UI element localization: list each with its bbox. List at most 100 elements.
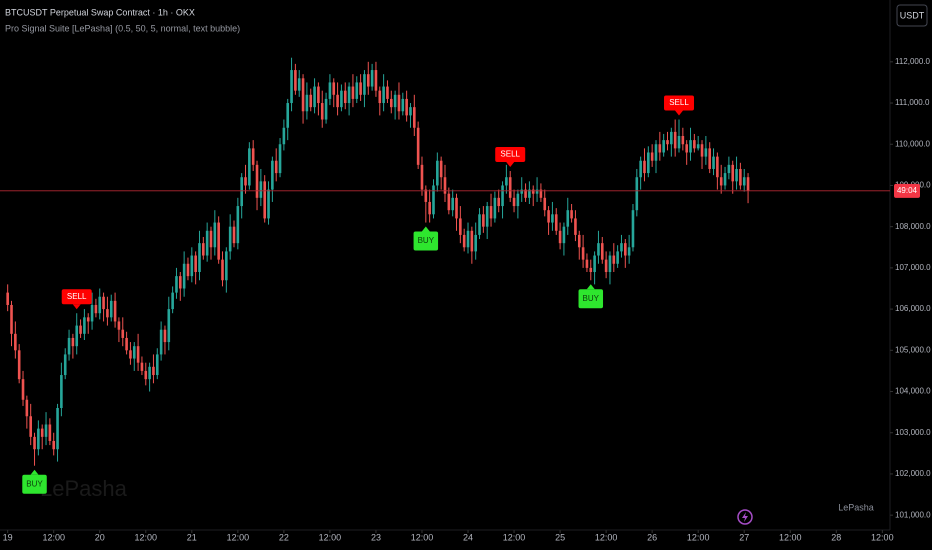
candle-body [712,156,715,169]
candle-body [190,255,194,277]
candle-body [75,325,79,347]
signal-box [495,147,526,163]
candle-body [60,375,63,409]
y-tick-label: 111,000.0 [895,98,930,107]
candle-body [635,177,639,211]
candle-body [320,103,324,120]
candle-body [512,197,516,207]
candle-body [658,144,662,153]
y-tick-label: 105,000.0 [895,345,931,354]
candle-body [489,206,493,219]
candle-body [562,226,566,244]
candle-body [739,168,742,186]
candle-body [351,86,355,99]
candle-body [129,350,132,359]
candle-body [305,94,309,112]
candle-body [616,251,619,264]
candle-body [186,263,190,277]
x-tick-label: 12:00 [595,532,618,542]
candle-body [673,131,677,149]
candle-body [79,325,82,334]
candle-body [551,214,554,223]
logo-icon [737,509,753,525]
candle-body [647,152,650,174]
candle-body [716,156,719,178]
candle-body [597,243,600,256]
chart-title: BTCUSDT Perpetual Swap Contract · 1h · O… [5,7,195,17]
candle-body [581,247,585,260]
candle-body [67,337,71,355]
candle-body [524,189,527,198]
y-tick-label: 102,000.0 [895,469,931,478]
candle-body [685,144,688,153]
candle-body [459,218,462,235]
candle-body [332,82,336,95]
candle-body [63,354,67,376]
currency-label[interactable]: USDT [900,10,925,20]
x-tick-label: 25 [555,532,565,542]
candle-body [33,436,36,450]
candle-body [735,168,738,182]
signal-box [22,474,47,494]
candle-body [531,189,535,194]
candle-body [620,243,623,252]
candle-body [328,82,332,99]
candle-body [29,416,32,437]
candle-body [102,296,105,310]
candle-body [708,148,712,169]
currency-button[interactable] [896,4,928,27]
candle-body [343,90,347,104]
candle-body [86,317,90,322]
x-tick-label: 12:00 [779,532,802,542]
candle-body [413,107,416,128]
signal-bubble: SELL [495,147,526,168]
candle-body [263,181,267,219]
candle-body [217,222,220,260]
signal-label: SELL [500,150,520,159]
x-tick-label: 21 [187,532,197,542]
signal-box [578,289,604,309]
signal-label: SELL [669,98,689,107]
candle-body [689,140,692,153]
candle-body [271,160,274,190]
candle-body [643,160,646,174]
x-tick-label: 22 [279,532,289,542]
candle-body [106,309,109,318]
candle-body [574,218,577,235]
candle-body [505,177,508,186]
candle-body [155,354,159,376]
candle-body [347,86,351,104]
x-tick-label: 12:00 [319,532,342,542]
candle-body [71,337,75,347]
candle-body [336,94,339,108]
candle-body [370,70,374,87]
candle-body [363,74,366,95]
candle-body [447,193,451,211]
signal-pointer [586,284,595,290]
signal-bubble: SELL [664,95,695,116]
candle-body [163,329,167,343]
signal-bubble: BUY [413,226,439,251]
candle-body [593,255,596,273]
signal-bubble: BUY [22,469,47,494]
candle-body [301,78,305,112]
indicator-label: Pro Signal Suite [LePasha] (0.5, 50, 5, … [5,23,240,33]
candle-body [324,98,328,120]
candle-body [723,173,727,186]
candle-body [397,94,401,112]
candle-body [485,206,489,227]
candle-body [37,428,40,450]
candle-body [662,140,665,153]
y-tick-label: 112,000.0 [895,57,931,66]
candle-body [432,185,435,215]
candle-body [171,292,174,310]
candle-body [44,424,48,437]
candle-body [175,276,178,293]
signal-pointer [675,110,684,116]
candle-body [482,214,485,227]
x-tick-label: 12:00 [411,532,434,542]
candle-body [286,103,290,128]
x-tick-label: 28 [831,532,841,542]
x-tick-label: 12:00 [227,532,250,542]
candle-body [309,94,313,108]
